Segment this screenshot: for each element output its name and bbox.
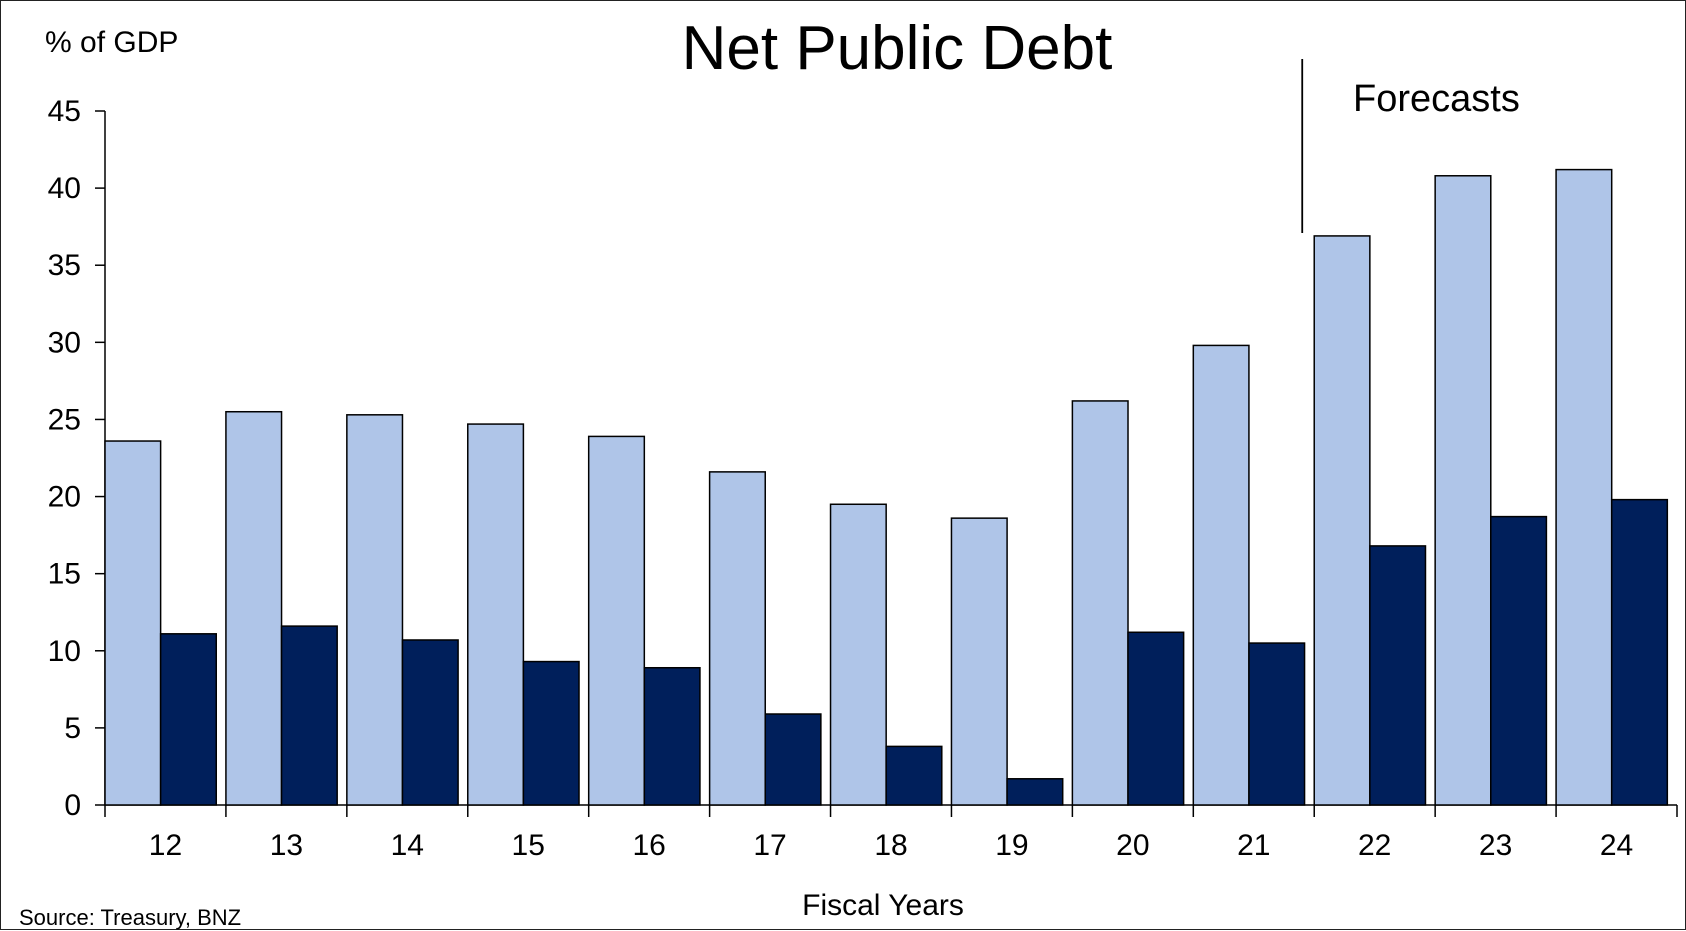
bar-series-2 — [1006, 778, 1064, 806]
y-tick-label: 20 — [48, 481, 81, 514]
bar-series-2 — [885, 745, 943, 806]
y-tick-label: 0 — [64, 789, 81, 822]
bar-series-1 — [950, 517, 1008, 806]
x-tick-label: 12 — [149, 829, 182, 862]
x-axis: 12 13 14 15 16 17 18 19 20 21 22 23 24 — [104, 804, 1678, 862]
source-note: Source: Treasury, BNZ — [19, 905, 241, 930]
bar-series-1 — [1313, 235, 1371, 806]
y-tick-label: 35 — [48, 249, 81, 282]
bar-series-1 — [708, 471, 766, 806]
x-tick-label: 13 — [270, 829, 303, 862]
bar-series-2 — [522, 660, 580, 806]
x-tick-label: 22 — [1358, 829, 1391, 862]
x-tick-label: 18 — [874, 829, 907, 862]
y-tick-label: 45 — [48, 95, 81, 128]
bar-series-2 — [643, 666, 701, 806]
bar-series-1 — [346, 414, 404, 806]
x-tick-label: 19 — [995, 829, 1028, 862]
x-tick-label: 21 — [1237, 829, 1270, 862]
bar-series-2 — [159, 633, 217, 806]
bar-series-1 — [1434, 175, 1492, 806]
y-tick-label: 5 — [64, 712, 81, 745]
bar-series-1 — [104, 440, 162, 806]
y-axis-unit-label: % of GDP — [45, 26, 178, 59]
x-tick-label: 23 — [1479, 829, 1512, 862]
bar-series-2 — [1248, 642, 1306, 806]
x-axis-title: Fiscal Years — [802, 889, 964, 922]
bar-series-2 — [280, 625, 338, 806]
forecasts-annotation: Forecasts — [1353, 78, 1520, 120]
bars — [104, 168, 1669, 806]
bar-series-1 — [587, 435, 646, 806]
chart-title: Net Public Debt — [682, 14, 1113, 83]
bar-series-2 — [764, 713, 822, 806]
x-tick-label: 15 — [512, 829, 545, 862]
x-tick-label: 17 — [753, 829, 786, 862]
y-tick-label: 10 — [48, 635, 81, 668]
x-tick-label: 14 — [391, 829, 424, 862]
y-tick-label: 15 — [48, 558, 81, 591]
bar-series-1 — [1192, 344, 1250, 806]
bar-series-2 — [1127, 631, 1185, 806]
bar-series-2 — [1610, 498, 1669, 806]
bar-series-1 — [829, 503, 887, 806]
bar-series-2 — [1369, 545, 1427, 806]
y-tick-label: 40 — [48, 172, 81, 205]
bar-series-2 — [401, 639, 459, 806]
x-tick-label: 16 — [632, 829, 665, 862]
bar-series-1 — [1071, 400, 1129, 806]
y-tick-label: 25 — [48, 403, 81, 436]
bar-series-1 — [1555, 168, 1613, 806]
bar-series-1 — [225, 410, 283, 806]
y-tick-label: 30 — [48, 326, 81, 359]
x-tick-label: 24 — [1600, 829, 1633, 862]
bar-series-2 — [1490, 515, 1548, 806]
y-axis: 0 5 10 15 20 25 30 35 40 45 — [48, 95, 106, 822]
bar-series-1 — [467, 423, 525, 806]
x-tick-label: 20 — [1116, 829, 1149, 862]
